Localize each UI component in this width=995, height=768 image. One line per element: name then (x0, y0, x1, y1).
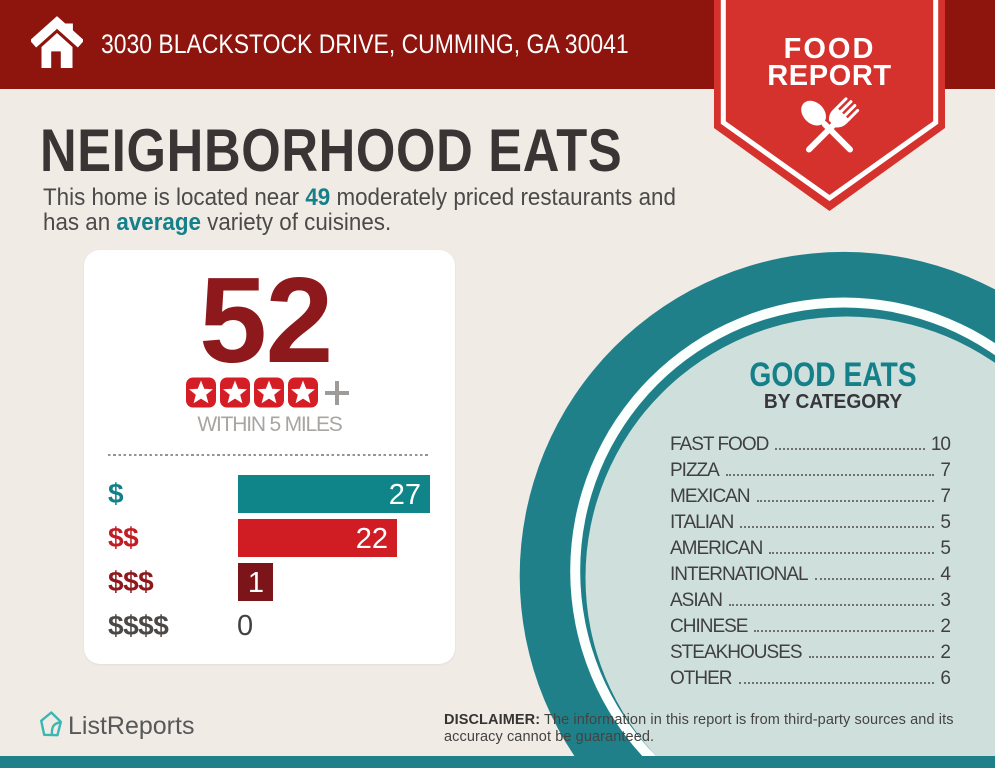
svg-text:FOOD: FOOD (784, 33, 876, 65)
svg-text:REPORT: REPORT (767, 60, 891, 92)
